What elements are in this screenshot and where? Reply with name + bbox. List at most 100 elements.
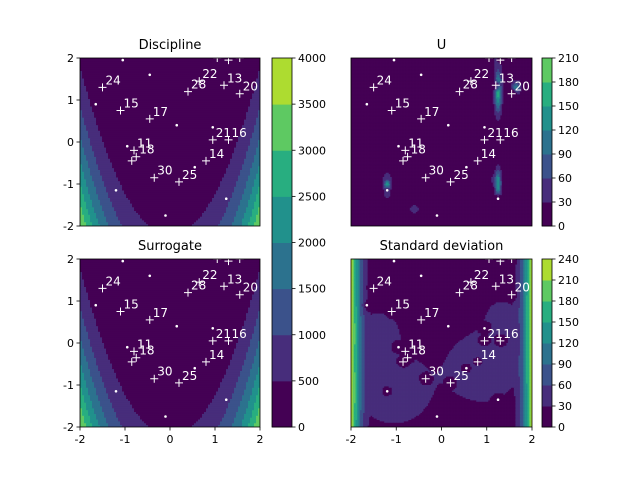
contour-cell bbox=[236, 61, 239, 65]
contour-cell bbox=[152, 99, 155, 102]
contour-cell bbox=[160, 76, 163, 80]
contour-cell bbox=[140, 158, 143, 162]
contour-cell bbox=[154, 89, 157, 93]
contour-cell bbox=[170, 155, 173, 158]
contour-cell bbox=[226, 104, 229, 108]
contour-cell bbox=[182, 136, 185, 139]
contour-cell bbox=[120, 80, 123, 83]
contour-cell bbox=[124, 82, 127, 85]
contour-cell bbox=[208, 65, 211, 68]
contour-cell bbox=[200, 143, 203, 147]
contour-cell bbox=[242, 121, 245, 124]
contour-cell bbox=[216, 134, 219, 137]
contour-cell bbox=[124, 145, 127, 149]
contour-cell bbox=[232, 78, 235, 81]
contour-cell bbox=[122, 110, 125, 113]
contour-cell bbox=[154, 91, 157, 95]
contour-cell bbox=[232, 87, 235, 91]
contour-cell bbox=[138, 100, 141, 104]
contour-cell bbox=[248, 134, 251, 137]
contour-cell bbox=[110, 69, 113, 72]
contour-cell bbox=[184, 82, 187, 85]
contour-cell bbox=[130, 58, 133, 61]
contour-cell bbox=[228, 127, 231, 130]
contour-cell bbox=[238, 87, 241, 91]
contour-cell bbox=[158, 149, 161, 152]
contour-cell bbox=[206, 132, 209, 136]
contour-cell bbox=[170, 140, 173, 143]
contour-cell bbox=[170, 115, 173, 119]
contour-cell bbox=[86, 158, 89, 162]
contour-cell bbox=[234, 119, 237, 123]
contour-cell bbox=[172, 145, 175, 149]
contour-cell bbox=[230, 95, 233, 98]
contour-cell bbox=[144, 134, 147, 137]
contour-cell bbox=[156, 61, 159, 65]
contour-cell bbox=[90, 158, 93, 162]
contour-cell bbox=[136, 140, 139, 143]
contour-cell bbox=[126, 160, 129, 164]
contour-cell bbox=[174, 155, 177, 158]
contour-cell bbox=[166, 89, 169, 93]
contour-cell bbox=[188, 100, 191, 104]
contour-cell bbox=[184, 143, 187, 147]
contour-cell bbox=[254, 78, 257, 81]
contour-cell bbox=[102, 102, 105, 106]
contour-cell bbox=[196, 140, 199, 143]
contour-cell bbox=[80, 72, 83, 76]
contour-cell bbox=[246, 115, 249, 119]
contour-cell bbox=[114, 134, 117, 137]
contour-cell bbox=[236, 69, 239, 72]
contour-cell bbox=[122, 71, 125, 74]
contour-cell bbox=[158, 142, 161, 145]
contour-cell bbox=[120, 58, 123, 61]
contour-cell bbox=[140, 151, 143, 154]
contour-cell bbox=[204, 123, 207, 126]
contour-cell bbox=[138, 74, 141, 78]
contour-cell bbox=[170, 78, 173, 81]
contour-cell bbox=[124, 127, 127, 130]
contour-cell bbox=[132, 72, 135, 76]
contour-cell bbox=[156, 84, 159, 87]
contour-cell bbox=[230, 121, 233, 124]
contour-cell bbox=[188, 61, 191, 65]
contour-cell bbox=[254, 132, 257, 136]
contour-cell bbox=[84, 128, 87, 132]
contour-cell bbox=[104, 147, 107, 151]
contour-cell bbox=[218, 142, 221, 145]
contour-cell bbox=[194, 74, 197, 78]
contour-cell bbox=[96, 155, 99, 158]
contour-cell bbox=[110, 72, 113, 76]
contour-cell bbox=[194, 114, 197, 117]
contour-cell bbox=[228, 58, 231, 61]
contour-cell bbox=[230, 114, 233, 117]
contour-cell bbox=[162, 80, 165, 83]
contour-cell bbox=[128, 156, 131, 160]
contour-cell bbox=[210, 99, 213, 102]
contour-cell bbox=[202, 82, 205, 85]
contour-cell bbox=[220, 86, 223, 89]
contour-cell bbox=[204, 155, 207, 158]
contour-cell bbox=[212, 142, 215, 145]
contour-cell bbox=[140, 80, 143, 83]
contour-cell bbox=[128, 151, 131, 154]
contour-cell bbox=[138, 104, 141, 108]
contour-cell bbox=[188, 151, 191, 154]
contour-cell bbox=[118, 119, 121, 123]
contour-cell bbox=[160, 78, 163, 81]
contour-cell bbox=[258, 123, 260, 126]
contour-cell bbox=[170, 138, 173, 141]
contour-cell bbox=[132, 80, 135, 83]
contour-cell bbox=[194, 102, 197, 106]
contour-cell bbox=[94, 121, 97, 124]
contour-cell bbox=[174, 89, 177, 93]
contour-cell bbox=[212, 86, 215, 89]
contour-cell bbox=[210, 127, 213, 130]
contour-cell bbox=[220, 93, 223, 96]
contour-cell bbox=[98, 158, 101, 162]
contour-cell bbox=[128, 93, 131, 96]
contour-cell bbox=[242, 155, 245, 158]
contour-cell bbox=[146, 89, 149, 93]
contour-cell bbox=[248, 110, 251, 113]
contour-cell bbox=[202, 117, 205, 121]
